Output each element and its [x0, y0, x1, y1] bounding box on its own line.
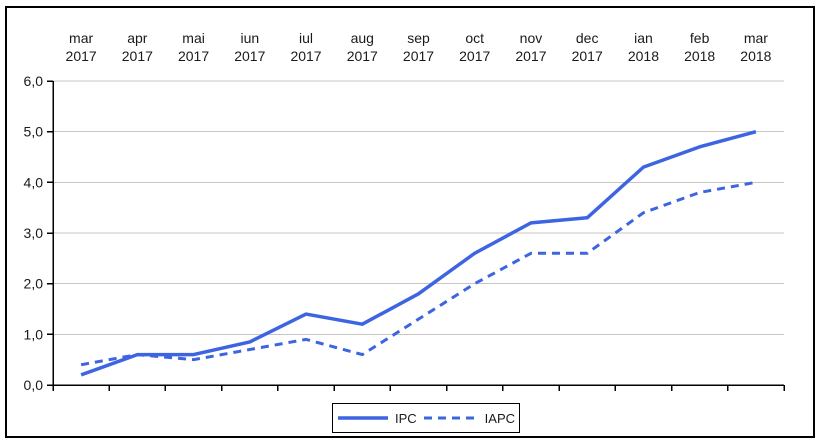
y-tick-label: 5,0 — [24, 124, 44, 140]
x-category-label: feb 2018 — [684, 30, 715, 64]
y-tick-label: 3,0 — [24, 225, 44, 241]
y-tick-label: 6,0 — [24, 73, 44, 89]
x-category-label: mai 2017 — [178, 30, 209, 64]
y-tick-label: 0,0 — [24, 377, 44, 393]
x-category-label: dec 2017 — [572, 30, 603, 64]
x-category-label: apr 2017 — [122, 30, 153, 64]
x-category-label: mar 2017 — [66, 30, 97, 64]
chart-outer-border — [5, 6, 815, 438]
legend-label-iapc: IAPC — [484, 410, 515, 426]
iapc-dashed-line-sample — [423, 416, 478, 420]
x-category-label: iun 2017 — [234, 30, 265, 64]
y-tick-label: 1,0 — [24, 326, 44, 342]
x-category-label: sep 2017 — [403, 30, 434, 64]
x-category-label: iul 2017 — [290, 30, 321, 64]
x-category-label: aug 2017 — [347, 30, 378, 64]
legend-label-ipc: IPC — [394, 410, 417, 426]
ipc-series-line — [80, 129, 757, 377]
chart-legend: IPC IAPC — [332, 403, 520, 433]
x-category-label: mar 2018 — [740, 30, 771, 64]
x-category-label: oct 2017 — [459, 30, 490, 64]
iapc-series-line — [80, 180, 757, 367]
y-tick-label: 2,0 — [24, 276, 44, 292]
ipc-solid-line-sample — [337, 416, 388, 420]
x-category-label: nov 2017 — [515, 30, 546, 64]
y-tick-label: 4,0 — [24, 174, 44, 190]
x-category-label: ian 2018 — [628, 30, 659, 64]
